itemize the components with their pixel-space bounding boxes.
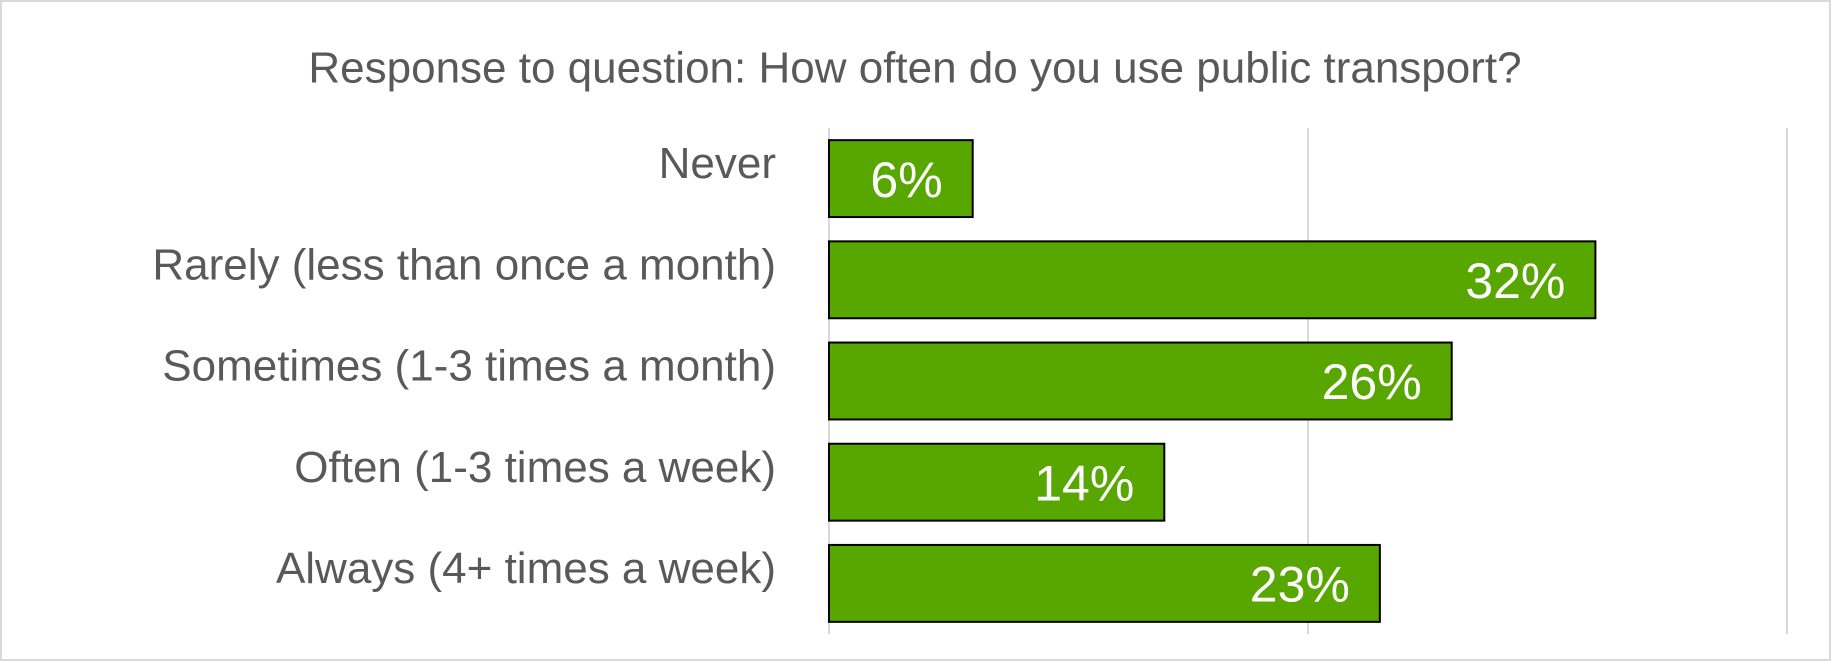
bar [828, 139, 974, 219]
y-tick-label: Often (1-3 times a week) [294, 443, 776, 492]
data-label: 32% [1465, 253, 1565, 309]
y-tick-label: Always (4+ times a week) [276, 544, 776, 593]
y-tick-label: Rarely (less than once a month) [152, 240, 776, 289]
chart-title: Response to question: How often do you u… [308, 44, 1521, 93]
data-label: 23% [1250, 557, 1350, 613]
data-label: 6% [870, 152, 942, 208]
bar [828, 341, 1453, 421]
y-tick-label: Sometimes (1-3 times a month) [162, 342, 776, 391]
bar [828, 442, 1166, 522]
y-tick-label: Never [659, 139, 776, 188]
data-label: 26% [1322, 354, 1422, 410]
data-label: 14% [1034, 455, 1134, 511]
bar [828, 543, 1381, 623]
bar [828, 240, 1597, 320]
